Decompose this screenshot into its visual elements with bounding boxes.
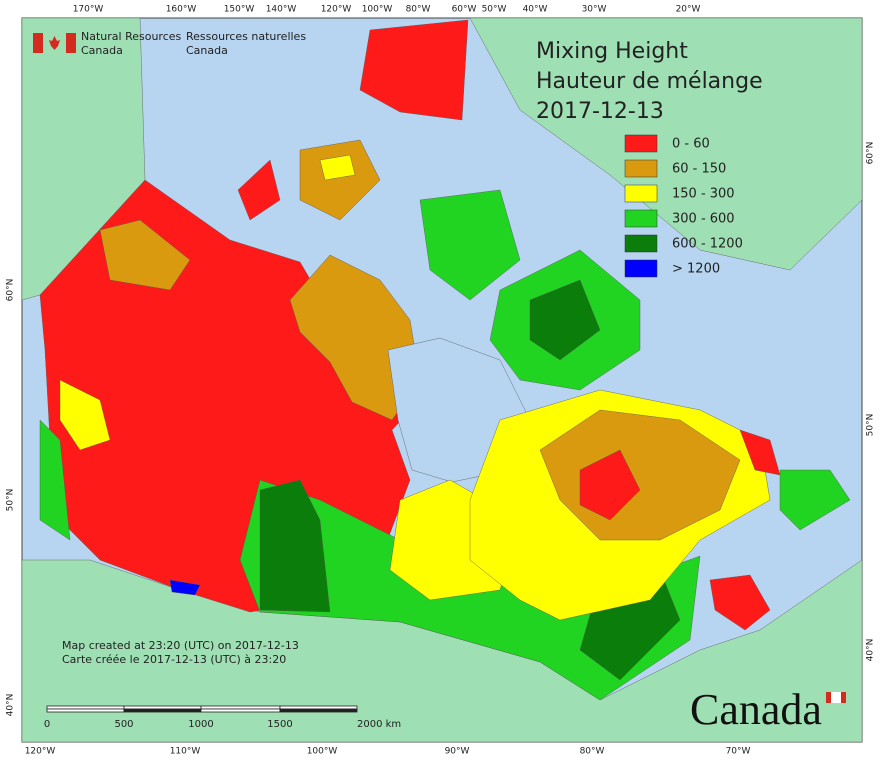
bottom-label: 110°W [170,747,201,757]
top-label: 50°W [482,5,507,15]
bottom-label: 120°W [25,747,56,757]
title-line: 2017-12-13 [536,99,664,124]
scale-seg [200,708,281,713]
top-label: 170°W [73,5,104,15]
legend-swatch [624,234,658,253]
scale-seg [46,705,125,710]
right-label: 40°N [866,639,876,662]
scale-seg [279,708,358,713]
scale-seg [123,708,202,713]
wordmark: Canada [690,685,822,734]
title-line: Hauteur de mélange [536,69,763,94]
bottom-label: 70°W [726,747,751,757]
top-label: 60°W [452,5,477,15]
top-label: 140°W [266,5,297,15]
greenland [469,17,863,271]
legend-label: 60 - 150 [672,162,726,177]
flag-left [33,33,43,53]
ellesmere-red [359,19,469,121]
legend-label: 150 - 300 [672,187,735,202]
top-label: 160°W [166,5,197,15]
arctic-yellow [319,154,356,181]
scale-seg [200,705,281,710]
scale-label: 0 [44,719,50,730]
top-label: 20°W [676,5,701,15]
bc-yellow [59,379,111,451]
bottom-label: 90°W [445,747,470,757]
note: Carte créée le 2017-12-13 (UTC) à 23:20 [62,653,286,666]
blue-patch [169,579,201,596]
legend-swatch [624,259,658,278]
right-label: 60°N [866,142,876,165]
maritimes-red [709,574,771,631]
scale-seg [123,705,202,710]
legend-label: > 1200 [672,262,720,277]
quebec-red [579,449,641,521]
left-label: 60°N [6,279,16,302]
scale-label: 1000 [188,719,213,730]
legend-label: 600 - 1200 [672,237,743,252]
scale-label: 500 [114,719,133,730]
note: Map created at 23:20 (UTC) on 2017-12-13 [62,639,299,652]
legend-label: 300 - 600 [672,212,735,227]
bottom-label: 100°W [307,747,338,757]
yukon-orange [99,219,191,291]
title-line: Mixing Height [536,39,688,64]
top-label: 120°W [321,5,352,15]
left-label: 40°N [6,694,16,717]
wordmark-flag-white [831,692,841,703]
scale-seg [46,708,125,713]
agency-en: Canada [81,44,123,57]
bottom-label: 80°W [580,747,605,757]
scale-label: 2000 km [357,719,401,730]
top-label: 100°W [362,5,393,15]
legend-swatch [624,159,658,178]
maple-leaf [49,36,60,50]
legend-swatch [624,184,658,203]
top-label: 80°W [406,5,431,15]
scale-label: 1500 [267,719,292,730]
land [21,17,863,743]
banks-red [237,159,281,221]
prairie-darkgreen [259,479,331,613]
scale-seg [279,705,358,710]
bc-green [39,419,71,541]
right-label: 50°N [866,414,876,437]
baffin-darkgreen [529,279,601,361]
legend-label: 0 - 60 [672,137,710,152]
newfoundland [779,469,851,531]
top-label: 40°W [523,5,548,15]
top-label: 150°W [224,5,255,15]
legend-swatch [624,209,658,228]
top-label: 30°W [582,5,607,15]
left-label: 50°N [6,489,16,512]
agency-en: Natural Resources [81,30,182,43]
agency-fr: Canada [186,44,228,57]
legend-swatch [624,134,658,153]
agency-fr: Ressources naturelles [186,30,306,43]
arctic-green [419,189,521,301]
flag-right [66,33,76,53]
